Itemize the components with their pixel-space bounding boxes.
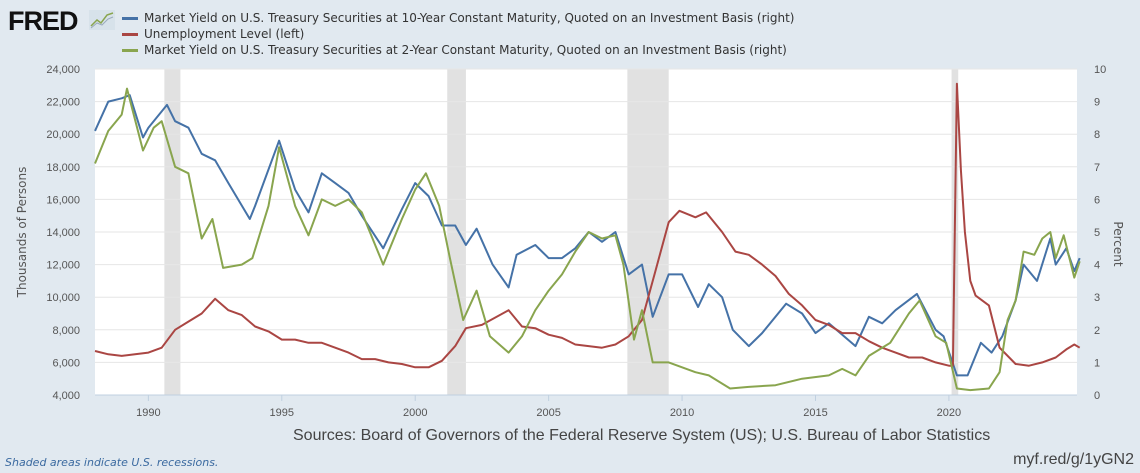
- legend-label: Unemployment Level (left): [144, 27, 305, 41]
- y-tick-label-right: 6: [1094, 194, 1100, 206]
- series-line-unemployment: [94, 82, 1081, 369]
- y-tick-label-right: 1: [1094, 357, 1100, 369]
- x-tick-label: 2005: [536, 407, 560, 419]
- series-line-10yr-yield: [94, 94, 1081, 377]
- y-tick-label-left: 16,000: [46, 194, 80, 206]
- short-url-link[interactable]: myf.red/g/1yGN2: [1013, 451, 1134, 468]
- x-tick-label: 2020: [937, 407, 961, 419]
- legend-swatch: [122, 32, 138, 36]
- y-tick-label-right: 2: [1094, 325, 1100, 337]
- y-tick-label-right: 9: [1094, 97, 1100, 109]
- y-tick-label-right: 0: [1094, 390, 1100, 402]
- y-tick-label-left: 12,000: [46, 260, 80, 272]
- legend-label: Market Yield on U.S. Treasury Securities…: [144, 43, 787, 57]
- y-tick-label-left: 8,000: [52, 325, 80, 337]
- y-tick-label-right: 4: [1094, 260, 1100, 272]
- y-tick-label-left: 18,000: [46, 162, 80, 174]
- legend-swatch: [122, 16, 138, 20]
- y-tick-label-left: 6,000: [52, 357, 80, 369]
- fred-logo[interactable]: FRED: [8, 6, 78, 36]
- y-tick-label-left: 4,000: [52, 390, 80, 402]
- y-tick-label-left: 10,000: [46, 292, 80, 304]
- x-tick-label: 1995: [270, 407, 294, 419]
- series-line-2yr-yield: [94, 87, 1081, 392]
- y-tick-label-left: 22,000: [46, 97, 80, 109]
- x-tick-label: 2010: [670, 407, 694, 419]
- y-tick-label-left: 14,000: [46, 227, 80, 239]
- x-tick-label: 1990: [136, 407, 160, 419]
- y-tick-label-right: 10: [1094, 64, 1106, 76]
- recession-note: Shaded areas indicate U.S. recessions.: [5, 456, 219, 469]
- y-tick-label-right: 7: [1094, 162, 1100, 174]
- y-tick-label-left: 24,000: [46, 64, 80, 76]
- y-tick-label-right: 5: [1094, 227, 1100, 239]
- sources-text: Sources: Board of Governors of the Feder…: [293, 427, 991, 444]
- chart-legend: Market Yield on U.S. Treasury Securities…: [122, 10, 794, 58]
- legend-label: Market Yield on U.S. Treasury Securities…: [144, 11, 795, 25]
- y-tick-label-right: 8: [1094, 129, 1100, 141]
- x-tick-label: 2000: [403, 407, 427, 419]
- legend-item-unemployment[interactable]: Unemployment Level (left): [122, 26, 794, 42]
- y-tick-label-right: 3: [1094, 292, 1100, 304]
- y-axis-title-right: Percent: [1111, 221, 1125, 266]
- legend-item-2yr[interactable]: Market Yield on U.S. Treasury Securities…: [122, 42, 794, 58]
- fred-graph-icon: [89, 10, 115, 30]
- legend-swatch: [122, 48, 138, 52]
- y-axis-title-left: Thousands of Persons: [15, 167, 29, 299]
- x-tick-label: 2015: [803, 407, 827, 419]
- legend-item-10yr[interactable]: Market Yield on U.S. Treasury Securities…: [122, 10, 794, 26]
- y-tick-label-left: 20,000: [46, 129, 80, 141]
